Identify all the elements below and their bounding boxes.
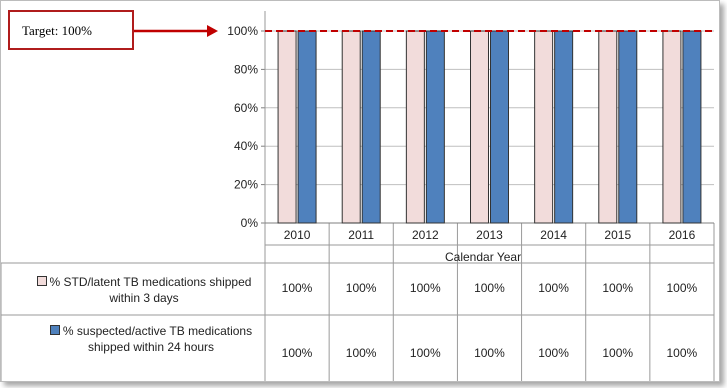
- legend-label-std-latent: % STD/latent TB medications shipped with…: [49, 275, 252, 305]
- x-tick-label: 2011: [348, 228, 374, 242]
- bar-std-latent: [662, 30, 682, 224]
- table-cell-suspected-active: 100%: [345, 346, 377, 360]
- y-tick-label: 100%: [227, 24, 258, 38]
- x-tick-label: 2010: [284, 228, 311, 242]
- y-tick-label: 0%: [241, 216, 259, 230]
- y-tick-label: 80%: [234, 62, 258, 76]
- x-tick-label: 2016: [669, 228, 696, 242]
- bar-suspected-active: [554, 30, 574, 224]
- x-axis-title: Calendar Year: [445, 250, 522, 264]
- bar-std-latent: [598, 30, 618, 224]
- table-cell-std-latent: 100%: [602, 281, 634, 295]
- table-cell-std-latent: 100%: [281, 281, 313, 295]
- target-callout: Target: 100%: [8, 10, 134, 50]
- legend-swatch-suspected-active: [49, 325, 60, 335]
- legend-swatch-std-latent: [36, 276, 47, 286]
- table-cell-suspected-active: 100%: [281, 346, 313, 360]
- bar-suspected-active: [682, 30, 702, 224]
- table-cell-std-latent: 100%: [666, 281, 698, 295]
- bar-suspected-active: [361, 30, 381, 224]
- y-tick-label: 40%: [234, 139, 258, 153]
- bar-suspected-active: [297, 30, 317, 224]
- table-cell-suspected-active: 100%: [409, 346, 441, 360]
- table-cell-suspected-active: 100%: [538, 346, 569, 360]
- table-cell-std-latent: 100%: [345, 281, 377, 295]
- x-tick-label: 2013: [476, 228, 503, 242]
- bar-chart: 0% 20% 40% 60% 80% 100% 2010 2011 2012 2013 2014 20…: [1, 11, 715, 381]
- bar-std-latent: [341, 30, 361, 224]
- legend-row-suspected-active: % suspected/active TB medications shippe…: [37, 323, 265, 355]
- bar-std-latent: [405, 30, 425, 224]
- y-tick-label: 20%: [234, 178, 258, 192]
- table-cell-std-latent: 100%: [474, 281, 505, 295]
- legend-row-std-latent: % STD/latent TB medications shipped with…: [23, 274, 265, 306]
- table-cell-std-latent: 100%: [409, 281, 441, 295]
- x-tick-label: 2015: [604, 228, 631, 242]
- target-arrow-head: [207, 25, 218, 37]
- x-tick-label: 2014: [540, 228, 567, 242]
- bar-std-latent: [277, 30, 297, 224]
- target-label: Target: 100%: [22, 23, 92, 38]
- bar-std-latent: [534, 30, 554, 224]
- bar-suspected-active: [490, 30, 509, 224]
- bar-std-latent: [470, 30, 489, 224]
- chart-frame: 0% 20% 40% 60% 80% 100% 2010 2011 2012 2013 2014 20…: [0, 0, 720, 382]
- bar-suspected-active: [425, 30, 445, 224]
- x-tick-label: 2012: [412, 228, 439, 242]
- y-tick-label: 60%: [234, 101, 258, 115]
- table-cell-suspected-active: 100%: [666, 346, 698, 360]
- table-cell-std-latent: 100%: [538, 281, 569, 295]
- table-cell-suspected-active: 100%: [602, 346, 634, 360]
- bar-suspected-active: [618, 30, 638, 224]
- legend-label-suspected-active: % suspected/active TB medications shippe…: [62, 324, 253, 354]
- table-cell-suspected-active: 100%: [474, 346, 505, 360]
